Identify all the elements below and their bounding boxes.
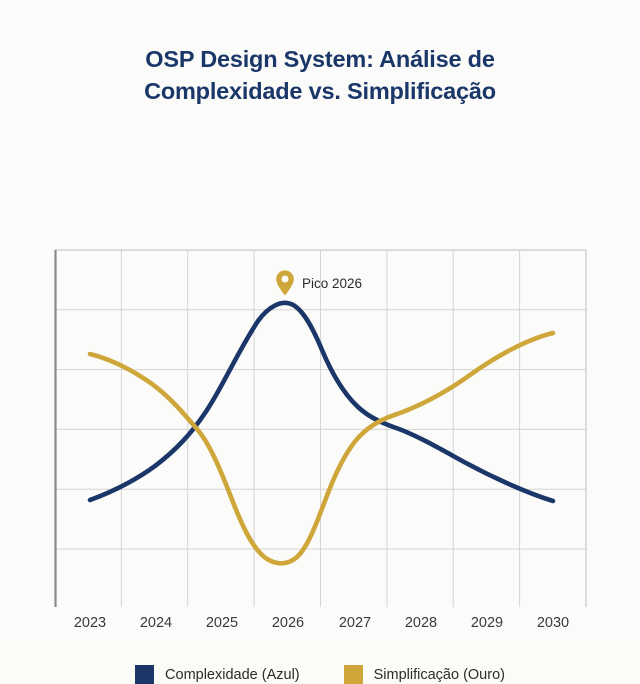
- x-tick-label: 2030: [536, 615, 570, 632]
- x-tick-label: 2026: [271, 615, 305, 632]
- page-title: OSP Design System: Análise de Complexida…: [0, 0, 640, 107]
- vertical-gridlines: [120, 250, 521, 608]
- x-tick-label: 2028: [404, 615, 438, 632]
- series-line-complexidade: [87, 301, 556, 504]
- legend-item-complexidade[interactable]: Complexidade (Azul): [135, 665, 300, 684]
- legend-swatch-gold: [343, 665, 363, 684]
- plot-area: Pico 2026 2023 2024 2025 2026 2027 2028 …: [0, 107, 640, 684]
- legend-label-simplificacao: Simplificação (Ouro): [373, 666, 505, 683]
- x-tick-label: 2027: [338, 615, 372, 632]
- legend-label-complexidade: Complexidade (Azul): [165, 666, 300, 683]
- plot-frame: [55, 249, 587, 608]
- x-tick-label: 2029: [470, 615, 504, 632]
- x-tick-label: 2024: [139, 615, 173, 632]
- axis-lines: [54, 250, 57, 608]
- line-chart-svg: [54, 249, 587, 608]
- chart-title-line-2: Complexidade vs. Simplificação: [144, 77, 496, 104]
- x-tick-label: 2023: [73, 615, 107, 632]
- x-tick-label: 2025: [205, 615, 239, 632]
- legend-swatch-navy: [135, 665, 155, 684]
- x-axis: 2023 2024 2025 2026 2027 2028 2029 2030: [0, 615, 640, 639]
- chart-legend: Complexidade (Azul) Simplificação (Ouro): [0, 665, 640, 684]
- chart-title-line-1: OSP Design System: Análise de: [145, 46, 495, 72]
- legend-item-simplificacao[interactable]: Simplificação (Ouro): [343, 665, 505, 684]
- series-line-simplificacao: [87, 331, 556, 566]
